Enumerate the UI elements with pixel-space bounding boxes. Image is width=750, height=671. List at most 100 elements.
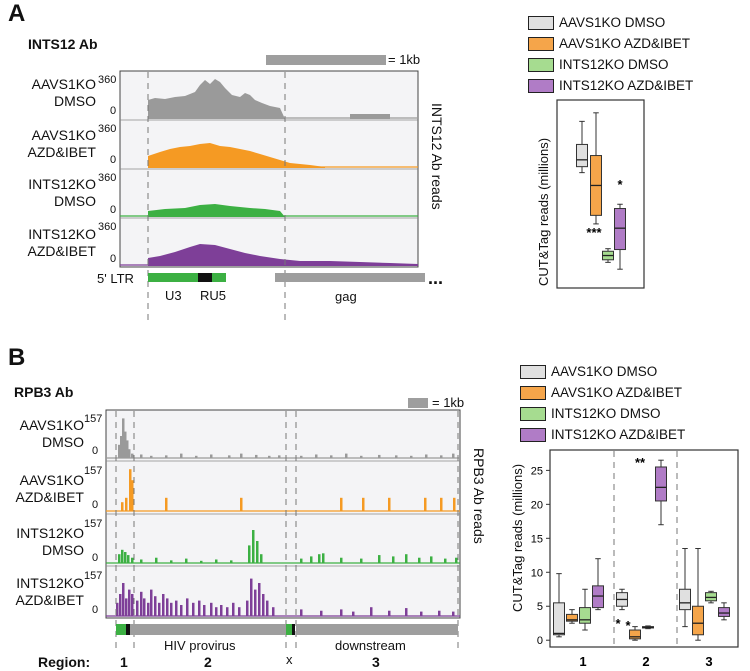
y-tick-label: 10	[531, 567, 543, 579]
panel-a-letter: A	[8, 0, 26, 27]
panel-b-star-r2-ints12-dmso: *	[625, 618, 631, 633]
panel-b-coverage-bar-track1	[165, 455, 168, 458]
panel-a-t1-ymin: 0	[110, 105, 117, 117]
panel-a-boxes	[576, 112, 626, 270]
panel-b-coverage-bar-track4	[220, 605, 223, 616]
panel-b-coverage-bar-track4	[420, 611, 423, 616]
panel-b-coverage-bar-track3	[256, 541, 259, 563]
panel-b-coverage-bar-track4	[162, 594, 165, 616]
panel-a-t1-ymax: 360	[98, 74, 117, 86]
panel-b-track4-label: INTS12KO AZD&IBET	[15, 575, 84, 608]
box-body-3	[614, 208, 626, 251]
panel-b-coverage-bar-track1	[228, 455, 231, 458]
panel-b-coverage-bar-track4	[215, 607, 218, 616]
panel-a-cov-ints12-azd	[148, 244, 418, 266]
panel-b-legend-item: AAVS1KO AZD&IBET	[520, 382, 685, 403]
panel-a-star-ints12-azd: *	[617, 177, 623, 192]
panel-b-region-3: 3	[372, 654, 380, 670]
panel-b-coverage-bar-track1	[124, 431, 127, 458]
legend-swatch	[520, 364, 546, 379]
panel-a-box-frame	[556, 99, 645, 289]
panel-b-scalebar	[408, 398, 428, 408]
panel-b-coverage-bar-track4	[131, 594, 134, 616]
y-tick-label: 0	[537, 635, 543, 647]
panel-b-coverage-bar-track4	[154, 596, 157, 616]
panel-b-coverage-bar-track4	[150, 589, 153, 616]
panel-b-coverage-bar-track2	[424, 497, 427, 511]
panel-b-coverage-bar-track4	[192, 602, 195, 616]
panel-b-downstream-label: downstream	[335, 638, 406, 653]
panel-b-scalebar-label: = 1kb	[432, 395, 465, 410]
panel-a-u3-label: U3	[165, 288, 182, 303]
panel-a-t4-ymin: 0	[110, 253, 117, 265]
panel-a-ellipsis: ...	[428, 268, 444, 288]
panel-b-star-r2-ints12-azd: **	[635, 455, 646, 470]
panel-a-t4-ymax: 360	[98, 221, 117, 233]
panel-b-coverage-bar-track3	[140, 559, 143, 563]
panel-b-coverage-bar-track4	[250, 578, 253, 616]
panel-b-coverage-bar-track2	[388, 497, 391, 511]
panel-b-coverage-bar-track2	[340, 497, 343, 511]
legend-label: AAVS1KO AZD&IBET	[551, 385, 683, 400]
panel-b-coverage-bar-track1	[126, 440, 129, 458]
panel-b-coverage-bar-track3	[121, 549, 124, 563]
panel-b-coverage-bar-track3	[260, 554, 263, 563]
panel-b-region-1: 1	[120, 654, 128, 670]
panel-b-ltr5-black	[126, 624, 130, 635]
panel-b-coverage-bar-track3	[200, 560, 203, 563]
panel-a-antibody: INTS12 Ab	[28, 36, 98, 52]
box-body-1	[629, 629, 641, 640]
panel-b-letter: B	[8, 344, 26, 371]
panel-b-t3-ymin: 0	[92, 552, 99, 564]
legend-swatch	[528, 15, 554, 30]
panel-b-region-2: 2	[204, 654, 212, 670]
panel-b-coverage-bar-track1	[395, 455, 398, 458]
panel-b-coverage-bar-track4	[340, 609, 343, 616]
panel-b-coverage-bar-track1	[315, 454, 318, 458]
panel-b-coverage-bar-track1	[131, 453, 134, 458]
panel-b-coverage-bar-track4	[210, 602, 213, 616]
panel-b-coverage-bar-track1	[122, 418, 125, 458]
panel-b-legend-item: AAVS1KO DMSO	[520, 361, 685, 382]
panel-b-coverage-bar-track4	[405, 608, 408, 616]
panel-b-coverage-bar-track1	[440, 455, 443, 458]
box-body-2	[705, 592, 717, 602]
y-tick-label: 25	[531, 465, 543, 477]
panel-b-coverage-bar-track3	[444, 558, 447, 563]
panel-b-coverage-bar-track3	[378, 555, 381, 563]
panel-a-star-ints12-dmso: ***	[586, 225, 602, 240]
panel-b-coverage-bar-track4	[125, 598, 128, 616]
panel-a-t3-ymin: 0	[110, 204, 117, 216]
box-body-3	[655, 466, 667, 502]
panel-b-coverage-bar-track3	[124, 552, 127, 563]
panel-b-coverage-bar-track4	[300, 609, 303, 616]
panel-b-coverage-bar-track4	[170, 602, 173, 616]
panel-b-track3-label: INTS12KO DMSO	[16, 525, 84, 558]
panel-b-t2-ymin: 0	[92, 499, 99, 511]
panel-b-coverage-bar-track2	[440, 497, 443, 511]
panel-b-coverage-bar-track3	[215, 559, 218, 563]
panel-b-region-label: Region:	[38, 654, 91, 670]
panel-a-ltr-bar-r	[198, 273, 212, 282]
panel-a-legend-item: INTS12KO DMSO	[528, 54, 693, 75]
panel-a-ru5-label: RU5	[200, 288, 227, 303]
panel-b-coverage-bar-track1	[452, 453, 455, 458]
box-body-0	[679, 588, 691, 611]
legend-label: INTS12KO DMSO	[551, 406, 661, 421]
panel-b-coverage-bar-track3	[185, 558, 188, 563]
panel-b-legend: AAVS1KO DMSO AAVS1KO AZD&IBET INTS12KO D…	[520, 361, 685, 445]
panel-b-coverage-bar-track3	[300, 558, 303, 563]
panel-b-coverage-bar-track1	[255, 454, 258, 458]
panel-b-coverage-bar-track3	[430, 556, 433, 563]
panel-b-coverage-bar-track4	[254, 589, 257, 616]
panel-b-box-frame	[549, 449, 739, 648]
panel-b-coverage-bar-track4	[232, 602, 235, 616]
panel-a-t3-ymax: 360	[98, 172, 117, 184]
panel-b-t4-ymin: 0	[92, 604, 99, 616]
panel-b-coverage-bar-track3	[455, 557, 458, 563]
panel-a-legend-item: AAVS1KO AZD&IBET	[528, 33, 693, 54]
panel-b-ltr3-black	[292, 624, 295, 635]
